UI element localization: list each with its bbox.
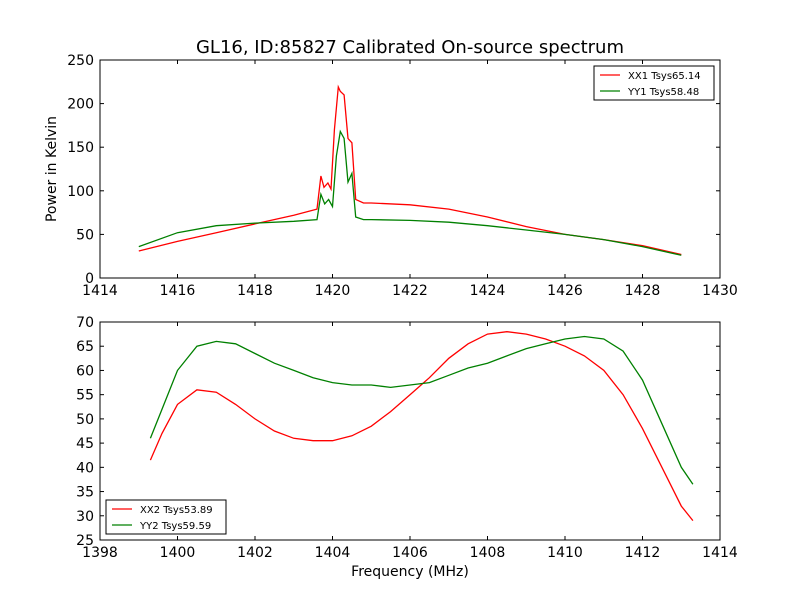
legend: XX1 Tsys65.14 YY1 Tsys58.48 — [593, 65, 715, 101]
y-tick-label: 0 — [85, 271, 94, 287]
legend-label: XX2 Tsys53.89 — [140, 505, 213, 516]
chart-title: GL16, ID:85827 Calibrated On-source spec… — [196, 37, 624, 58]
legend-label: XX1 Tsys65.14 — [628, 71, 701, 82]
y-tick-label: 40 — [76, 460, 94, 476]
x-tick-label: 1426 — [547, 283, 583, 299]
y-tick-label: 65 — [76, 339, 94, 355]
y-tick-label: 25 — [76, 533, 94, 549]
x-tick-label: 1408 — [470, 545, 506, 561]
y-tick-label: 50 — [76, 227, 94, 243]
y-tick-label: 45 — [76, 436, 94, 452]
x-tick-label: 1406 — [392, 545, 428, 561]
x-tick-label: 1430 — [702, 283, 738, 299]
y-tick-label: 250 — [67, 53, 94, 69]
y-axis-label: Power in Kelvin — [44, 116, 60, 222]
legend-label: YY2 Tsys59.59 — [139, 521, 211, 532]
legend-label: YY1 Tsys58.48 — [627, 87, 699, 98]
series-line-2 — [149, 335, 694, 485]
x-tick-label: 1404 — [315, 545, 351, 561]
x-tick-label: 1424 — [470, 283, 506, 299]
series-line-1 — [149, 331, 694, 522]
y-tick-label: 100 — [67, 184, 94, 200]
x-tick-label: 1416 — [160, 283, 196, 299]
x-tick-label: 1412 — [625, 545, 661, 561]
bottom-panel: 1398 1400 1402 1404 1406 1408 1410 1412 1414 25 30… — [76, 315, 738, 580]
series-line-2 — [138, 129, 682, 256]
y-tick-label: 150 — [67, 140, 94, 156]
x-tick-label: 1402 — [237, 545, 273, 561]
y-tick-label: 55 — [76, 388, 94, 404]
x-tick-label: 1418 — [237, 283, 273, 299]
y-tick-label: 60 — [76, 363, 94, 379]
legend: XX2 Tsys53.89 YY2 Tsys59.59 — [105, 499, 227, 535]
y-tick-label: 50 — [76, 412, 94, 428]
legend-box — [593, 65, 715, 101]
legend-box — [105, 499, 227, 535]
series-line-1 — [138, 84, 682, 256]
x-tick-label: 1428 — [625, 283, 661, 299]
y-tick-label: 200 — [67, 97, 94, 113]
x-tick-label: 1410 — [547, 545, 583, 561]
x-tick-label: 1400 — [160, 545, 196, 561]
x-tick-label: 1398 — [82, 545, 118, 561]
top-panel: 1414 1416 1418 1420 1422 1424 1426 1428 1430 0 50 1… — [44, 53, 738, 299]
x-tick-label: 1422 — [392, 283, 428, 299]
x-axis-label: Frequency (MHz) — [351, 564, 469, 580]
y-tick-label: 35 — [76, 485, 94, 501]
x-tick-label: 1420 — [315, 283, 351, 299]
x-tick-label: 1414 — [702, 545, 738, 561]
y-tick-label: 70 — [76, 315, 94, 331]
x-tick-label: 1414 — [82, 283, 118, 299]
y-tick-label: 30 — [76, 509, 94, 525]
